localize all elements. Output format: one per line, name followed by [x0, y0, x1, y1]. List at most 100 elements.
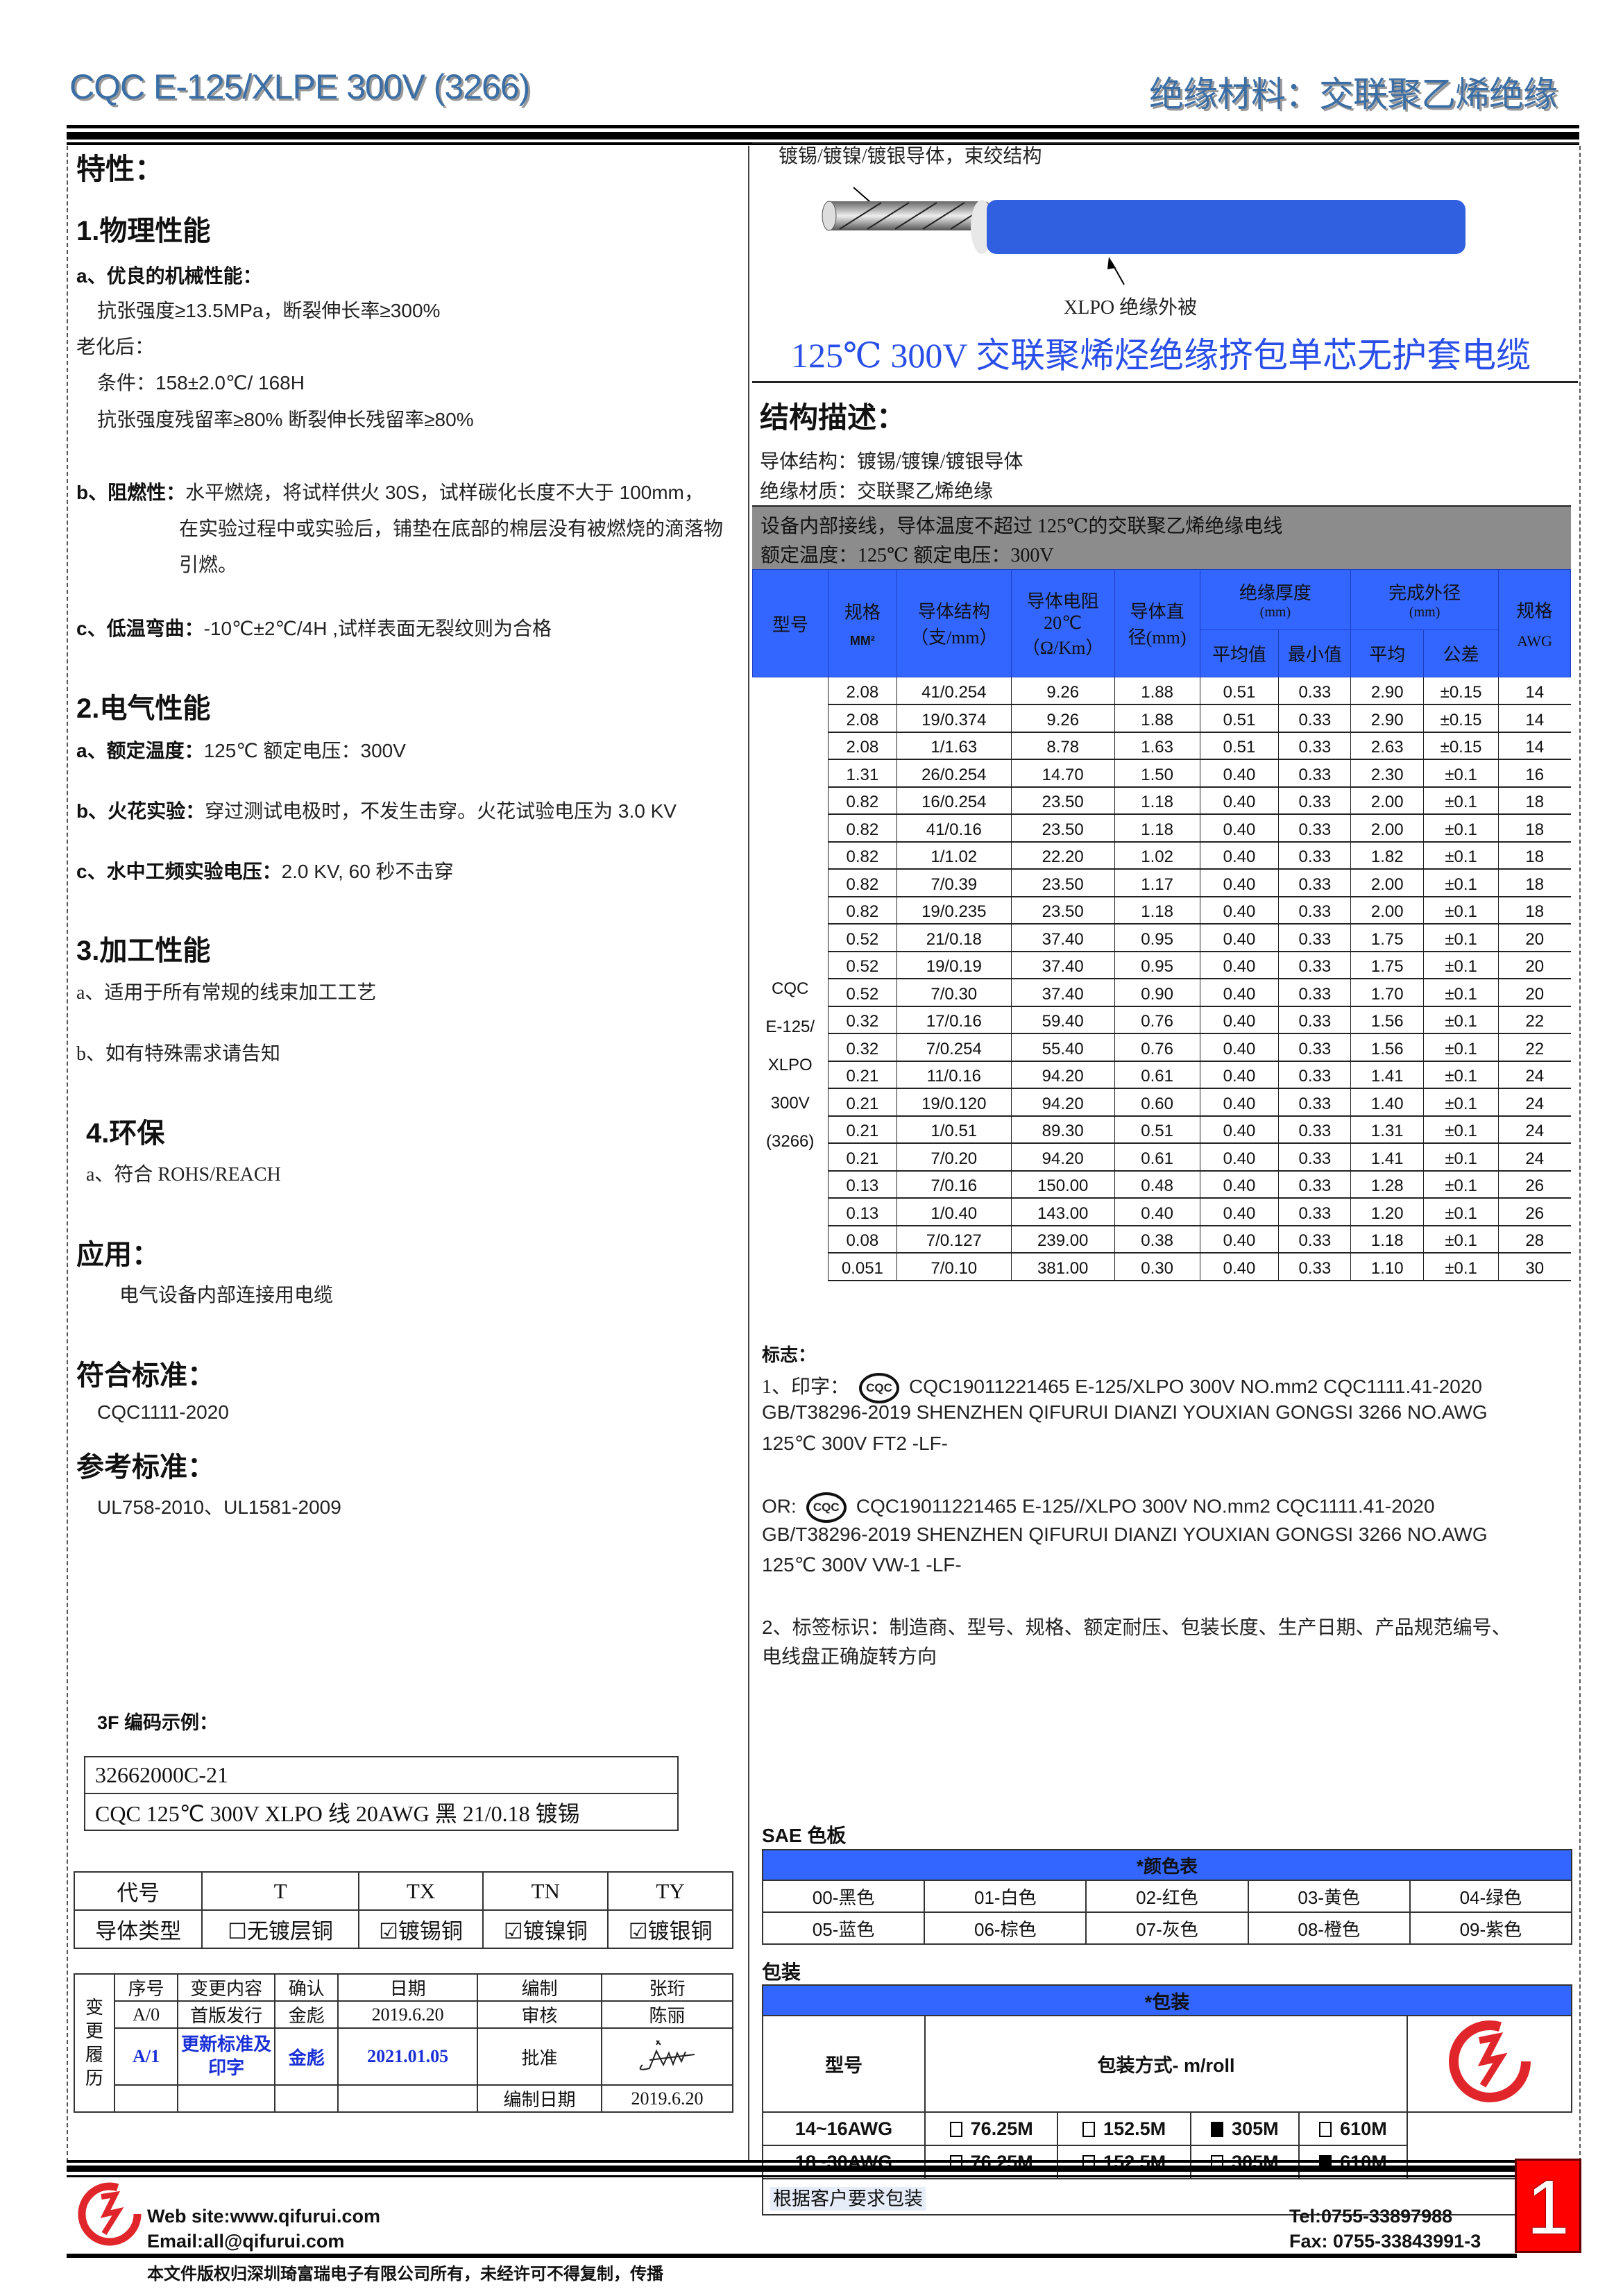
table-cell: 59.40	[1010, 1006, 1115, 1034]
table-cell: 1.82	[1350, 841, 1424, 870]
checkbox-checked-icon: ☑	[379, 1919, 398, 1943]
table-cell: 17/0.16	[896, 1006, 1012, 1034]
table-cell: 1.88	[1114, 677, 1200, 705]
table-cell: 22	[1498, 1006, 1571, 1034]
table-cell: 1.18	[1350, 1225, 1424, 1253]
text: 125℃ 300V FT2 -LF-	[762, 1433, 948, 1454]
table-cell: 0.76	[1114, 1033, 1200, 1062]
table-cell: 16	[1498, 759, 1571, 788]
table-cell: 1.02	[1114, 841, 1200, 870]
table-cell: 0.33	[1278, 677, 1351, 705]
table-cell: 0.60	[1114, 1088, 1200, 1117]
col-header: 包装方式- m/roll	[924, 2015, 1408, 2113]
table-row: 0.32 7/0.254 55.40 0.76 0.40 0.33 1.56 ±0.1 22	[753, 1033, 1571, 1062]
table-cell: 26	[1498, 1170, 1571, 1199]
text: 规格	[844, 602, 881, 623]
table-cell: 23.50	[1010, 814, 1115, 843]
table-cell: 0.08	[827, 1225, 897, 1253]
cell: 代号	[73, 1871, 203, 1911]
table-cell: 1.63	[1114, 732, 1200, 760]
color-cell: 08-橙色	[1247, 1911, 1411, 1945]
table-cell: 94.20	[1010, 1143, 1115, 1172]
table-cell: 1.50	[1114, 759, 1200, 788]
divider	[67, 142, 1579, 145]
table-cell: 18	[1498, 896, 1571, 925]
email-link[interactable]: Email:all@qifurui.com	[147, 2231, 345, 2252]
processing-title: 3.加工性能	[76, 936, 211, 966]
table-cell: 1.20	[1350, 1198, 1424, 1226]
table-row: 0.82 19/0.235 23.50 1.18 0.40 0.33 2.00 ±0.1 18	[753, 896, 1571, 925]
table-cell: 0.51	[1199, 732, 1279, 760]
package-length: 305M	[1232, 2118, 1279, 2139]
text: 电气设备内部连接用电缆	[119, 1285, 334, 1306]
text: GB/T38296-2019 SHENZHEN QIFURUI DIANZI Y…	[762, 1523, 1488, 1545]
text: a、适用于所有常规的线束加工工艺	[76, 982, 377, 1004]
insulation-note: XLPO 绝缘外被	[1064, 297, 1198, 319]
table-cell: 0.33	[1278, 869, 1351, 897]
text: 电线盘正确旋转方向	[762, 1646, 937, 1667]
table-cell: 16/0.254	[896, 786, 1012, 815]
signature-cell	[600, 2027, 734, 2086]
table-cell: 0.82	[827, 786, 897, 815]
table-row: CQC E-125/XLPO 300V (3266) 2.08 41/0.254 9.26 1…	[753, 677, 1571, 1151]
env-title: 4.环保	[86, 1118, 165, 1149]
table-cell: ±0.1	[1423, 1170, 1499, 1199]
table-cell: 9.26	[1010, 677, 1115, 705]
cell: 张珩	[600, 1973, 734, 2002]
table-row: 0.52 19/0.19 37.40 0.95 0.40 0.33 1.75 ±0.1 20	[753, 951, 1571, 979]
cell: 金彪	[274, 2027, 339, 2086]
table-cell: 94.20	[1010, 1088, 1115, 1117]
code-example-title: 3F 编码示例：	[97, 1712, 219, 1733]
cell: TN	[482, 1871, 609, 1911]
website-link[interactable]: Web site:www.qifurui.com	[147, 2206, 381, 2227]
table-cell: 0.82	[827, 814, 897, 843]
label: c、低温弯曲：	[76, 618, 204, 639]
table-cell: 24	[1498, 1088, 1571, 1117]
electrical-title: 2.电气性能	[76, 693, 211, 724]
col-header: 型号	[752, 569, 829, 677]
table-cell: 20	[1498, 951, 1571, 979]
text: 125℃ 300V VW-1 -LF-	[762, 1554, 962, 1576]
cell: 变更内容	[177, 1973, 276, 2002]
table-cell: ±0.1	[1423, 841, 1499, 870]
col-header: 导体电阻 20℃ （Ω/Km）	[1010, 569, 1115, 677]
signature-icon	[640, 2039, 695, 2070]
packaging-note: 根据客户要求包装	[770, 2186, 926, 2211]
table-cell: 26/0.254	[896, 759, 1012, 788]
table-cell: 0.051	[827, 1253, 897, 1281]
table-cell: 0.33	[1278, 759, 1351, 788]
table-cell: ±0.1	[1423, 979, 1499, 1007]
text: 径(mm)	[1128, 627, 1187, 648]
col-header: 导体结构 （支/mm）	[896, 569, 1012, 677]
table-cell: 24	[1498, 1143, 1571, 1172]
marking-title: 标志：	[762, 1344, 817, 1365]
table-cell: 7/0.30	[896, 979, 1012, 1007]
table-row: 0.82 41/0.16 23.50 1.18 0.40 0.33 2.00 ±0.1 18	[753, 814, 1571, 843]
table-cell: 23.50	[1010, 869, 1115, 897]
conductor-type-label: 镀镍铜	[522, 1919, 588, 1943]
table-cell: 0.40	[1199, 841, 1279, 870]
table-cell: 150.00	[1010, 1170, 1115, 1199]
table-cell: 0.40	[1114, 1198, 1200, 1226]
table-cell: ±0.1	[1423, 786, 1499, 815]
table-cell: 7/0.39	[896, 869, 1012, 897]
model-text: E-125/	[765, 1017, 815, 1036]
table-cell: 0.21	[827, 1115, 897, 1144]
table-cell: 26	[1498, 1198, 1571, 1226]
application-title: 应用：	[76, 1240, 160, 1270]
text: 额定温度：125℃ 额定电压：300V	[760, 545, 1054, 566]
table-cell: 41/0.16	[896, 814, 1012, 843]
model-cell: CQC E-125/XLPO 300V (3266)	[753, 677, 829, 1281]
table-cell: 0.95	[1114, 951, 1200, 979]
table-cell: 7/0.16	[896, 1170, 1012, 1199]
table-cell: 1.56	[1350, 1033, 1424, 1062]
table-cell: 89.30	[1010, 1115, 1115, 1144]
label: OR:	[762, 1495, 797, 1517]
table-cell: 0.33	[1278, 1143, 1351, 1172]
color-cell: 05-蓝色	[761, 1911, 926, 1945]
col-header: 导体直 径(mm)	[1114, 569, 1200, 677]
package-option: 610M	[1298, 2111, 1409, 2146]
cell: 陈丽	[600, 2000, 734, 2029]
table-cell: 0.30	[1114, 1253, 1200, 1281]
table-cell: 239.00	[1010, 1225, 1115, 1253]
